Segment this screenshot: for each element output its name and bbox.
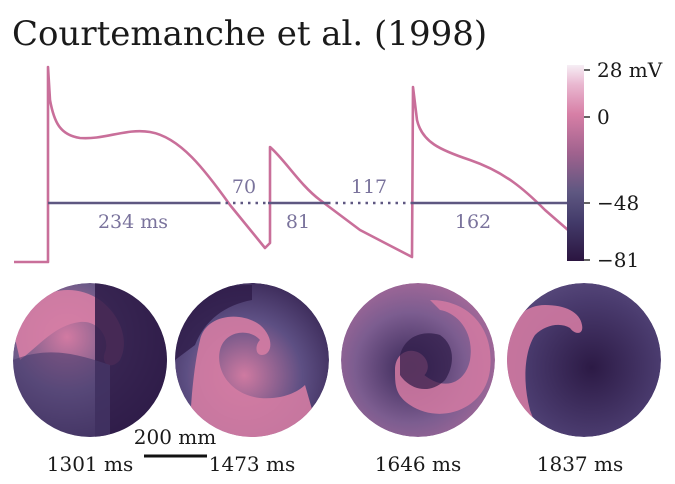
snapshot-1 (13, 283, 167, 437)
apd-label-1: 234 ms (98, 211, 168, 233)
colorbar-label-28: 28 mV (597, 58, 663, 82)
snapshot-3 (341, 283, 495, 437)
action-potential-trace: 234 ms 70 81 117 162 (14, 65, 569, 264)
scale-bar: 200 mm (134, 425, 216, 458)
di-label-2: 117 (351, 176, 387, 198)
colorbar-gradient (567, 65, 584, 261)
colorbar: 28 mV 0 −48 −81 (567, 58, 663, 272)
snapshot-4 (507, 283, 661, 437)
snapshot-time-1: 1301 ms (47, 452, 133, 476)
snapshot-time-3: 1646 ms (375, 452, 461, 476)
colorbar-label-0: 0 (597, 105, 610, 129)
snapshot-time-2: 1473 ms (209, 452, 295, 476)
scale-bar-label: 200 mm (134, 425, 216, 449)
membrane-potential-curve (14, 65, 569, 264)
colorbar-label-minus81: −81 (597, 248, 639, 272)
snapshot-2 (175, 283, 329, 437)
colorbar-label-minus48: −48 (597, 191, 639, 215)
apd-label-3: 162 (455, 211, 491, 233)
snapshot-time-4: 1837 ms (537, 452, 623, 476)
figure-title: Courtemanche et al. (1998) (12, 14, 487, 54)
di-label-1: 70 (232, 176, 256, 198)
apd-label-2: 81 (286, 211, 310, 233)
